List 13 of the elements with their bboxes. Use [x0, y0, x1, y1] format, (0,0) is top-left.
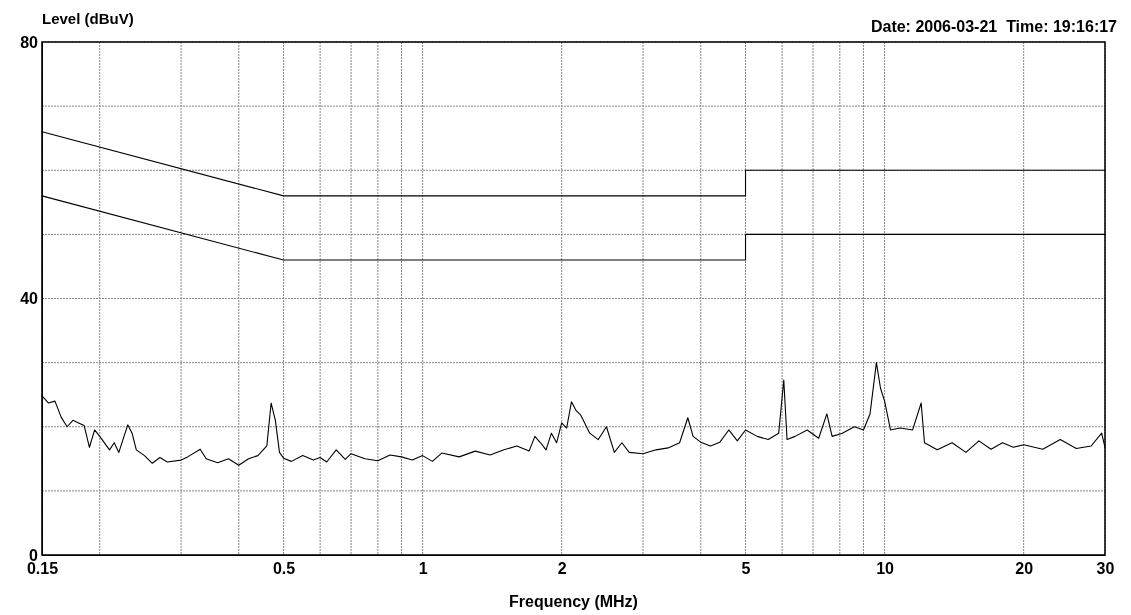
x-axis-title: Frequency (MHz): [509, 593, 638, 610]
x-tick-label: 0.5: [272, 560, 296, 578]
y-tick-label: 80: [20, 33, 39, 51]
x-tick-label: 2: [557, 560, 567, 578]
x-tick-label: 30: [1096, 560, 1115, 578]
x-tick-label: 0.15: [26, 560, 59, 578]
x-tick-label: 5: [741, 560, 751, 578]
x-tick-label: 1: [418, 560, 428, 578]
x-tick-label: 10: [876, 560, 895, 578]
y-axis-title: Level (dBuV): [42, 10, 134, 27]
text: Date: 2006-03-21 Time: 19:16:17: [870, 18, 1118, 35]
x-tick-label: 20: [1015, 560, 1034, 578]
y-tick-label: 40: [20, 290, 39, 308]
